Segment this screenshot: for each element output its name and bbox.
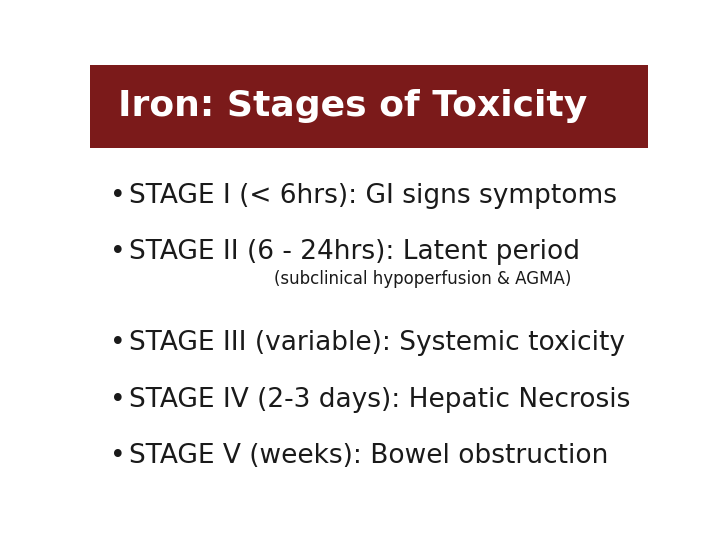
Text: •: •	[109, 183, 125, 209]
Bar	[90, 65, 648, 148]
Text: •: •	[109, 239, 125, 265]
Text: Iron: Stages of Toxicity: Iron: Stages of Toxicity	[118, 90, 587, 123]
Text: STAGE III (variable): Systemic toxicity: STAGE III (variable): Systemic toxicity	[129, 330, 625, 356]
Text: •: •	[109, 443, 125, 469]
Text: STAGE V (weeks): Bowel obstruction: STAGE V (weeks): Bowel obstruction	[129, 443, 608, 469]
Text: •: •	[109, 330, 125, 356]
Text: (subclinical hypoperfusion & AGMA): (subclinical hypoperfusion & AGMA)	[274, 270, 572, 288]
Text: STAGE I (< 6hrs): GI signs symptoms: STAGE I (< 6hrs): GI signs symptoms	[129, 183, 617, 209]
Text: STAGE II (6 - 24hrs): Latent period: STAGE II (6 - 24hrs): Latent period	[129, 239, 580, 265]
Text: STAGE IV (2-3 days): Hepatic Necrosis: STAGE IV (2-3 days): Hepatic Necrosis	[129, 387, 631, 413]
Text: •: •	[109, 387, 125, 413]
